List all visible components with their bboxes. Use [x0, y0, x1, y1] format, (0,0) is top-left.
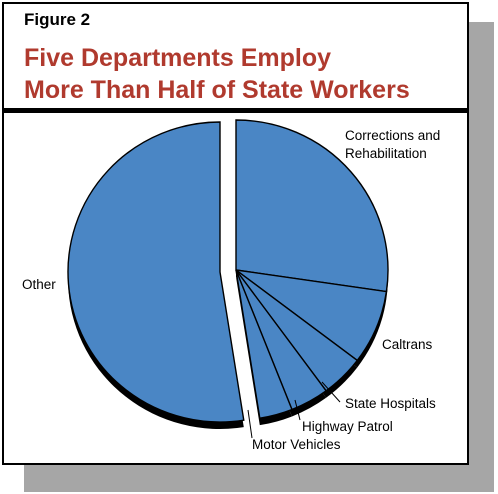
slice-label-line: Caltrans — [382, 337, 433, 352]
slice-label-line: Highway Patrol — [302, 419, 393, 434]
pie-slice-motor-vehicles — [235, 269, 293, 419]
slice-label-line: Corrections and — [345, 128, 440, 143]
pie-slice-corrections-and-rehabilitation — [235, 119, 389, 293]
slice-label-line: State Hospitals — [345, 396, 436, 411]
slice-label-line: Other — [22, 277, 56, 292]
slice-label-other: Other — [22, 277, 56, 292]
leader-line-motor-vehicles — [247, 409, 253, 439]
slice-label-corrections-and-rehabilitation: Corrections and Rehabilitation — [345, 128, 440, 161]
slice-label-line: Rehabilitation — [345, 146, 427, 161]
slice-label-caltrans: Caltrans — [382, 337, 433, 352]
slice-label-state-hospitals: State Hospitals — [345, 396, 436, 411]
leader-line-highway-patrol — [294, 399, 301, 421]
chart-title-line-1: Five Departments Employ — [24, 44, 332, 72]
slice-label-motor-vehicles: Motor Vehicles — [252, 437, 341, 452]
chart-title-line-2: More Than Half of State Workers — [24, 76, 410, 104]
slice-label-highway-patrol: Highway Patrol — [302, 419, 393, 434]
title-divider — [4, 108, 467, 113]
figure-label: Figure 2 — [24, 10, 91, 29]
slice-label-line: Motor Vehicles — [252, 437, 341, 452]
chart-title: Five Departments Employ More Than Half o… — [24, 42, 410, 106]
leader-line-state-hospitals — [321, 381, 341, 403]
pie-slice-other — [67, 121, 245, 423]
